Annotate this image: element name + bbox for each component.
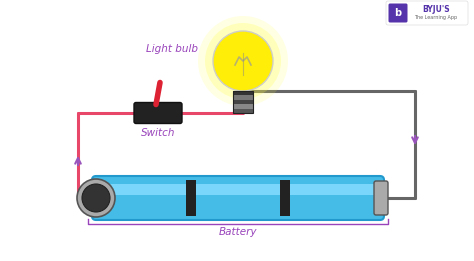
- Circle shape: [213, 31, 273, 91]
- Bar: [233, 91, 253, 96]
- FancyBboxPatch shape: [389, 3, 408, 22]
- FancyBboxPatch shape: [374, 181, 388, 215]
- Text: BYJU'S: BYJU'S: [422, 5, 450, 15]
- Bar: [186, 180, 196, 216]
- Text: Light bulb: Light bulb: [146, 44, 198, 54]
- Bar: [233, 91, 253, 113]
- Bar: [233, 104, 253, 109]
- Circle shape: [213, 31, 273, 91]
- Bar: [233, 108, 253, 113]
- Bar: [280, 180, 291, 216]
- Circle shape: [77, 179, 115, 217]
- Circle shape: [205, 23, 281, 99]
- FancyBboxPatch shape: [92, 176, 384, 220]
- FancyBboxPatch shape: [386, 1, 468, 25]
- Text: Switch: Switch: [141, 128, 175, 138]
- Text: b: b: [394, 8, 401, 18]
- FancyBboxPatch shape: [101, 184, 375, 195]
- Circle shape: [82, 184, 110, 212]
- Text: The Learning App: The Learning App: [414, 15, 457, 21]
- Bar: [233, 95, 253, 100]
- Circle shape: [198, 16, 288, 106]
- FancyBboxPatch shape: [134, 103, 182, 123]
- Bar: [233, 99, 253, 104]
- Text: Battery: Battery: [219, 227, 257, 237]
